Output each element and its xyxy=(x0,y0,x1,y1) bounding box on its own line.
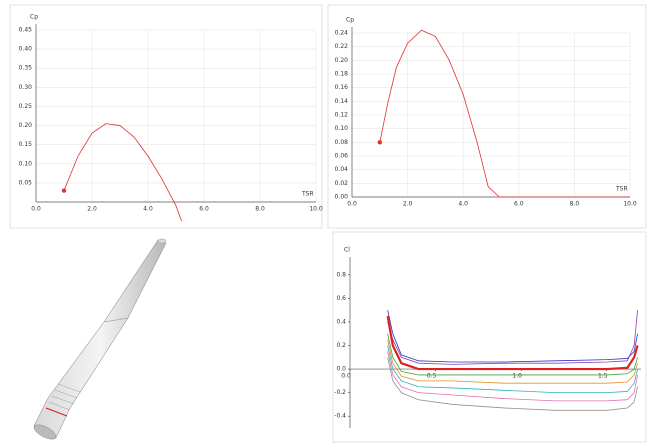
blade-tip xyxy=(158,239,166,243)
y-tick-label: 0.35 xyxy=(19,65,33,72)
x-tick-label: 2.0 xyxy=(403,201,413,208)
y-tick-label: 0.25 xyxy=(19,103,33,110)
y-axis-label: Cp xyxy=(30,14,38,21)
x-axis-label: TSR xyxy=(301,191,314,198)
y-tick-label: -0.4 xyxy=(334,413,346,420)
x-tick-label: 2.0 xyxy=(87,206,97,213)
x-tick-label: 10.0 xyxy=(623,201,637,208)
y-tick-label: 0.00 xyxy=(335,194,349,201)
y-tick-label: 0.04 xyxy=(335,166,349,173)
y-tick-label: 0.2 xyxy=(336,342,346,349)
y-tick-label: 0.8 xyxy=(336,271,346,278)
y-tick-label: 0.10 xyxy=(19,160,33,167)
y-axis-label: Cl xyxy=(344,247,350,254)
x-tick-label: 10.0 xyxy=(309,206,323,213)
y-tick-label: 0.15 xyxy=(19,141,33,148)
x-tick-label: 0.5 xyxy=(427,373,437,380)
y-tick-label: 0.6 xyxy=(336,295,346,302)
x-tick-label: 4.0 xyxy=(458,201,468,208)
y-tick-label: 0.24 xyxy=(335,30,349,37)
panel xyxy=(328,5,646,228)
start-marker xyxy=(378,140,382,144)
y-tick-label: 0.30 xyxy=(19,84,33,91)
screen: 0.050.100.150.200.250.300.350.400.450.02… xyxy=(0,0,653,448)
x-tick-label: 6.0 xyxy=(514,201,524,208)
y-tick-label: 0.12 xyxy=(335,112,349,119)
y-tick-label: 0.40 xyxy=(19,46,33,53)
y-tick-label: 0.02 xyxy=(335,180,349,187)
x-tick-label: 1.0 xyxy=(512,373,522,380)
x-tick-label: 0.0 xyxy=(31,206,41,213)
page: {"chart_data": [ {"type": "line", "y_lab… xyxy=(0,0,653,448)
y-tick-label: 0.20 xyxy=(335,57,349,64)
y-tick-label: 0.4 xyxy=(336,318,346,325)
x-tick-label: 6.0 xyxy=(199,206,209,213)
y-tick-label: 0.22 xyxy=(335,43,349,50)
y-tick-label: 0.0 xyxy=(336,366,346,373)
x-tick-label: 0.0 xyxy=(341,373,351,380)
y-tick-label: 0.45 xyxy=(19,27,33,34)
y-tick-label: 0.08 xyxy=(335,139,349,146)
x-tick-label: 8.0 xyxy=(255,206,265,213)
start-marker xyxy=(62,188,66,192)
y-tick-label: 0.06 xyxy=(335,153,349,160)
y-tick-label: 0.20 xyxy=(19,122,33,129)
y-tick-label: 0.10 xyxy=(335,125,349,132)
x-tick-label: 8.0 xyxy=(570,201,580,208)
x-tick-label: 0.0 xyxy=(347,201,357,208)
x-tick-label: 1.5 xyxy=(598,373,608,380)
y-tick-label: 0.16 xyxy=(335,84,349,91)
y-axis-label: Cp xyxy=(346,17,354,24)
y-tick-label: 0.18 xyxy=(335,71,349,78)
x-tick-label: 4.0 xyxy=(143,206,153,213)
y-tick-label: 0.14 xyxy=(335,98,349,105)
panel xyxy=(10,5,322,228)
blade xyxy=(34,240,166,438)
y-tick-label: -0.2 xyxy=(334,389,346,396)
x-axis-label: TSR xyxy=(615,186,628,193)
blade-view xyxy=(32,239,166,442)
y-tick-label: 0.05 xyxy=(19,179,33,186)
